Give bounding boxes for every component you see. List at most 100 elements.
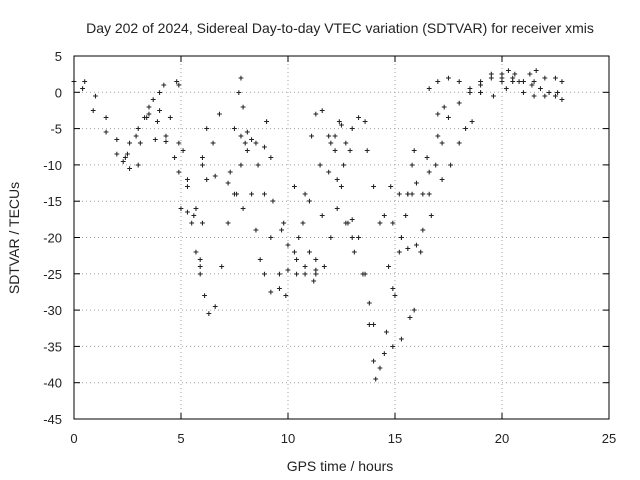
data-point: +: [531, 92, 537, 102]
data-point: +: [103, 128, 109, 138]
series-pass-43: + ++ + + + +: [506, 67, 561, 99]
series-pass-16: + ++ +: [238, 128, 268, 153]
data-point: +: [405, 190, 411, 200]
series-pass-22: ++++: [292, 183, 319, 280]
data-point: +: [407, 313, 413, 323]
data-point: +: [534, 67, 540, 77]
data-point: +: [409, 190, 415, 200]
x-tick-label: 10: [281, 431, 295, 446]
data-point: +: [146, 110, 152, 120]
data-point: +: [268, 234, 274, 244]
y-tick-label: -20: [43, 231, 62, 246]
data-point: +: [326, 168, 332, 178]
data-point: +: [127, 139, 133, 149]
data-point: +: [559, 77, 565, 87]
data-point: +: [386, 263, 392, 273]
y-tick-label: 0: [55, 85, 62, 100]
data-point: +: [335, 175, 341, 185]
series-pass-31: +++++: [382, 306, 418, 360]
data-point: +: [202, 292, 208, 302]
data-point: +: [446, 114, 452, 124]
data-point: +: [427, 85, 433, 95]
data-point: +: [245, 128, 251, 138]
data-point: +: [489, 70, 495, 80]
series-pass-40: + ++++ +: [478, 67, 540, 102]
x-tick-label: 20: [495, 431, 509, 446]
series-pass-34: ++++: [399, 146, 418, 243]
data-point: +: [262, 270, 268, 280]
data-point: +: [362, 117, 368, 127]
data-point: +: [264, 117, 270, 127]
y-tick-label: -25: [43, 267, 62, 282]
data-point: +: [255, 161, 261, 171]
data-point: +: [138, 139, 144, 149]
data-point: +: [249, 190, 255, 200]
series-pass-42: + + + + + + +: [499, 74, 565, 88]
data-point: +: [467, 85, 473, 95]
data-point: +: [478, 88, 484, 98]
data-point: +: [153, 135, 159, 145]
data-point: +: [82, 77, 88, 87]
data-point: +: [127, 165, 133, 175]
data-point: +: [313, 110, 319, 120]
data-point: +: [174, 77, 180, 87]
data-point: +: [420, 226, 426, 236]
data-point: +: [364, 146, 370, 156]
data-point: +: [236, 88, 242, 98]
data-point: +: [172, 154, 178, 164]
data-point: +: [125, 150, 131, 160]
data-point: +: [341, 161, 347, 171]
series-pass-28: ++++++++++++: [349, 190, 415, 385]
data-point: +: [210, 139, 216, 149]
axis-ticks: 0 5 10 15 20 25 5 0 -5 -10 -15 -20 -25 -30 -35 -40 -45: [43, 49, 616, 446]
data-point: +: [103, 114, 109, 124]
data-point: +: [249, 135, 255, 145]
data-point: +: [294, 255, 300, 265]
data-point: +: [176, 168, 182, 178]
data-point: +: [193, 204, 199, 214]
data-point: +: [397, 190, 403, 200]
series-pass-12: +++++: [198, 110, 223, 272]
data-point: +: [345, 219, 351, 229]
series-pass-35: +++++++: [418, 117, 475, 258]
data-point: +: [198, 270, 204, 280]
series-pass-07: ++: [174, 77, 182, 91]
data-point: +: [516, 77, 522, 87]
data-point: +: [307, 197, 313, 207]
data-point: +: [506, 67, 512, 77]
data-point: +: [144, 114, 150, 124]
series-pass-19: + ++++++: [268, 139, 334, 298]
data-point: +: [456, 139, 462, 149]
y-tick-label: -5: [50, 122, 62, 137]
series-pass-39: ++ + +: [467, 74, 505, 99]
data-point: +: [200, 161, 206, 171]
data-point: +: [420, 190, 426, 200]
data-point: +: [429, 212, 435, 222]
data-point: +: [238, 74, 244, 84]
data-point: +: [335, 204, 341, 214]
data-point: +: [399, 234, 405, 244]
data-point: +: [313, 255, 319, 265]
data-point: +: [499, 74, 505, 84]
data-point: +: [242, 139, 248, 149]
data-point: +: [510, 77, 516, 87]
data-point: +: [521, 77, 527, 87]
data-point: +: [311, 277, 317, 287]
data-point: +: [343, 139, 349, 149]
data-point: +: [232, 190, 238, 200]
data-point: +: [399, 335, 405, 345]
data-point: +: [478, 77, 484, 87]
data-point: +: [356, 234, 362, 244]
series-pass-20: + + + + +: [270, 197, 317, 287]
data-point: +: [467, 88, 473, 98]
data-point: +: [349, 125, 355, 135]
series-pass-14: +++++: [200, 161, 247, 215]
data-point: +: [240, 103, 246, 113]
data-point: +: [405, 244, 411, 254]
y-tick-label: 5: [55, 49, 62, 64]
data-point: +: [418, 248, 424, 258]
data-point: +: [555, 88, 561, 98]
x-tick-label: 25: [602, 431, 616, 446]
data-point: +: [390, 219, 396, 229]
